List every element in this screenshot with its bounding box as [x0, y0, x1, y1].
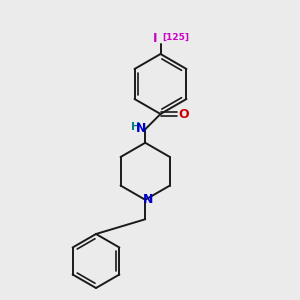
Text: [125]: [125] — [163, 32, 190, 41]
Text: N: N — [136, 122, 146, 136]
Text: I: I — [153, 32, 157, 45]
Text: O: O — [178, 107, 189, 121]
Text: N: N — [143, 193, 153, 206]
Text: H: H — [131, 122, 140, 132]
